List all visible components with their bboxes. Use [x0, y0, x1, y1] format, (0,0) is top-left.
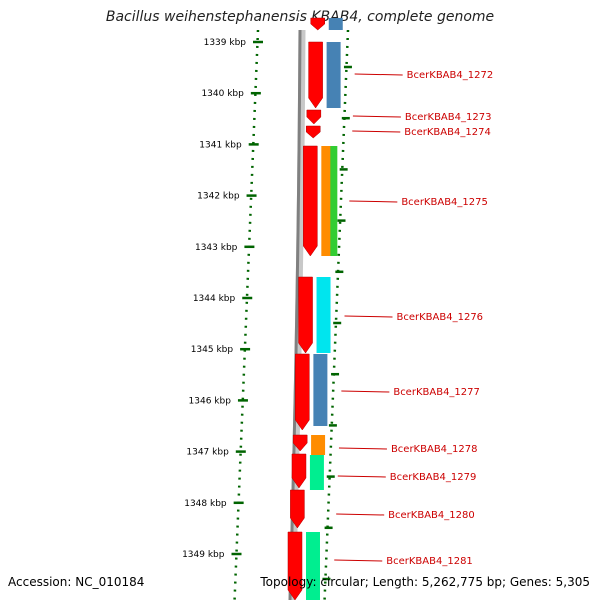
cds-arrow-1 — [310, 17, 326, 31]
gene-label: BcerKBAB4_1281 — [386, 556, 473, 567]
scale-tick-label: 1347 kbp — [186, 448, 229, 458]
gene-features — [287, 17, 343, 600]
cds-arrow-3 — [306, 109, 322, 125]
gene-label: BcerKBAB4_1280 — [388, 510, 475, 521]
cds-arrow-11 — [287, 531, 303, 600]
gene-label-leader — [344, 315, 393, 318]
outer-dotted-guide — [233, 29, 260, 600]
gene-label: BcerKBAB4_1276 — [396, 312, 483, 323]
gene-label: BcerKBAB4_1274 — [404, 127, 491, 138]
cog-bar-5 — [316, 277, 331, 353]
cog-bar-9 — [305, 532, 320, 600]
scale-tick-label: 1345 kbp — [191, 345, 234, 355]
scale-tick-label: 1349 kbp — [182, 550, 225, 560]
cds-arrow-2 — [308, 41, 323, 109]
scale-tick-label: 1346 kbp — [189, 396, 232, 406]
gene-label: BcerKBAB4_1272 — [407, 70, 494, 81]
scale-tick-label: 1342 kbp — [197, 192, 240, 202]
cds-arrow-4 — [305, 125, 321, 139]
accession-text: Accession: NC_010184 — [8, 575, 145, 589]
scale-ticks: 1339 kbp 1340 kbp 1341 kbp 1342 kbp 1343 kbp… — [182, 38, 352, 581]
gene-label: BcerKBAB4_1278 — [391, 444, 478, 455]
cds-arrow-8 — [292, 434, 308, 452]
cds-arrow-9 — [291, 453, 307, 489]
gene-labels: BcerKBAB4_1272 BcerKBAB4_1273 BcerKBAB4_12… — [334, 70, 493, 567]
cog-bar-6 — [313, 354, 328, 426]
scale-tick-label: 1343 kbp — [195, 243, 238, 253]
scale-tick-label: 1340 kbp — [201, 89, 244, 99]
gene-label-leader — [354, 73, 403, 76]
genome-summary: Topology: circular; Length: 5,262,775 bp… — [260, 575, 590, 589]
gene-label-leader — [336, 513, 385, 516]
cog-bar-2 — [326, 42, 341, 108]
gene-label-leader — [341, 390, 390, 393]
cds-arrow-7 — [295, 353, 310, 431]
cog-bar-8 — [309, 455, 324, 490]
cds-arrow-5 — [303, 145, 318, 257]
gene-label-leader — [352, 130, 401, 133]
genome-title: Bacillus weihenstephanensis KBAB4, compl… — [105, 9, 495, 25]
scale-tick-label: 1344 kbp — [193, 294, 236, 304]
gene-label: BcerKBAB4_1273 — [405, 112, 492, 123]
scale-tick-label: 1348 kbp — [184, 499, 227, 509]
cog-bar-1 — [328, 18, 343, 30]
cds-arrow-10 — [290, 489, 305, 529]
gene-label-leader — [349, 200, 398, 203]
gene-label-leader — [334, 559, 383, 562]
gene-label-leader — [337, 475, 386, 478]
cds-arrow-6 — [298, 276, 313, 354]
gene-label-leader — [352, 115, 401, 118]
scale-tick-label: 1341 kbp — [199, 140, 242, 150]
cog-bar-4 — [330, 146, 338, 256]
gene-label: BcerKBAB4_1277 — [393, 387, 480, 398]
cog-bar-7 — [311, 435, 326, 455]
gene-label-leader — [338, 447, 387, 450]
gene-label: BcerKBAB4_1279 — [390, 472, 477, 483]
scale-tick-label: 1339 kbp — [204, 38, 247, 48]
gene-label: BcerKBAB4_1275 — [401, 197, 488, 208]
